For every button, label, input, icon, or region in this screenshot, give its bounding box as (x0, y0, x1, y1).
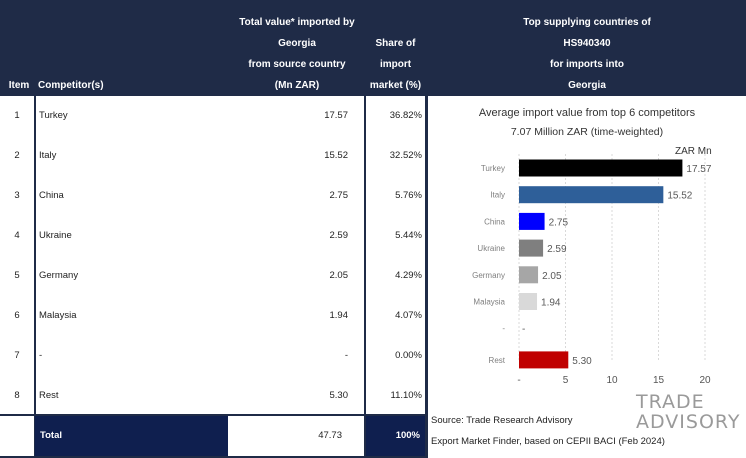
source-line-2: Export Market Finder, based on CEPII BAC… (431, 436, 665, 447)
data-label: 2.59 (547, 244, 567, 255)
row-value: 17.57 (324, 110, 348, 121)
bar-chart: - 5 10 15 20 Turkey 17.57 Italy 15.52 China 2.75 Uk… (472, 154, 712, 386)
chart-unit-label: ZAR Mn (675, 146, 712, 157)
x-tick-label: 20 (699, 375, 711, 386)
divider (34, 96, 36, 458)
row-item: 5 (14, 270, 20, 281)
total-share-cell (366, 416, 425, 456)
header-top-suppliers: Top supplying countries of HS940340 for … (428, 12, 746, 96)
x-tick-label: 10 (606, 375, 618, 386)
header-value-line: (Mn ZAR) (274, 80, 320, 91)
row-value: 2.05 (329, 270, 349, 281)
header-value: Total value* imported by Georgia from so… (228, 12, 366, 96)
chart-subtitle: 7.07 Million ZAR (time-weighted) (510, 126, 664, 138)
header-value-line: Total value* imported by (239, 17, 355, 28)
total-value: 47.73 (318, 430, 342, 441)
bar (519, 293, 538, 310)
trade-advisory-logo: TRADE ADVISORY (636, 391, 741, 433)
row-competitor: Italy (39, 150, 57, 161)
header-top-line: Georgia (568, 80, 606, 91)
total-share: 100% (395, 430, 420, 441)
row-share: 0.00% (395, 350, 422, 361)
data-label: 1.94 (541, 298, 561, 309)
bar (519, 212, 545, 230)
source-line-1: Source: Trade Research Advisory (431, 415, 573, 426)
category-label: - (502, 324, 505, 333)
data-label: 5.30 (572, 356, 592, 367)
header-item: Item (8, 80, 30, 91)
row-item: 3 (14, 190, 20, 201)
row-value: 5.30 (329, 390, 349, 401)
header-top-line: for imports into (550, 59, 624, 70)
logo-line-2: ADVISORY (636, 411, 741, 433)
bar (519, 266, 539, 284)
x-tick-label: - (517, 375, 520, 386)
header-share-line: import (379, 59, 412, 70)
header-value-line: Georgia (278, 38, 316, 49)
x-tick-label: 5 (563, 375, 569, 386)
data-label: 17.57 (686, 164, 711, 175)
row-share: 11.10% (390, 390, 422, 401)
row-competitor: - (39, 350, 43, 361)
total-label: Total (40, 430, 62, 441)
category-label: Rest (489, 356, 506, 365)
logo-line-1: TRADE (636, 391, 705, 413)
category-label: China (484, 217, 505, 226)
row-item: 6 (14, 310, 20, 321)
row-value: - (344, 350, 348, 361)
row-competitor: Germany (39, 270, 79, 281)
divider (364, 96, 366, 458)
x-tick-label: 15 (653, 375, 665, 386)
row-item: 1 (14, 110, 20, 121)
category-label: Italy (490, 191, 505, 200)
data-label: 15.52 (667, 191, 692, 202)
header-share-line: Share of (375, 38, 416, 49)
divider (0, 456, 428, 458)
row-competitor: Rest (39, 390, 59, 401)
header-value-line: from source country (248, 59, 346, 70)
row-share: 36.82% (389, 110, 422, 121)
header-top-line: Top supplying countries of (523, 17, 651, 28)
row-share: 5.76% (395, 190, 422, 201)
row-value: 2.59 (329, 230, 349, 241)
row-competitor: China (39, 190, 64, 201)
row-share: 5.44% (395, 230, 422, 241)
data-label: - (522, 324, 525, 335)
header-share: Share of import market (%) (366, 33, 425, 96)
row-item: 8 (14, 390, 20, 401)
header-share-line: market (%) (369, 80, 422, 91)
row-value: 1.94 (329, 310, 349, 321)
row-item: 7 (14, 350, 20, 361)
total-label-cell (35, 416, 228, 456)
row-share: 32.52% (389, 150, 422, 161)
chart-title: Average import value from top 6 competit… (478, 107, 696, 119)
row-item: 4 (14, 230, 20, 241)
bar (519, 239, 544, 257)
category-label: Malaysia (473, 298, 505, 307)
row-item: 2 (14, 150, 20, 161)
divider (425, 96, 428, 458)
row-competitor: Ukraine (39, 230, 72, 241)
row-competitor: Turkey (39, 110, 68, 121)
category-label: Ukraine (477, 244, 505, 253)
row-share: 4.29% (395, 270, 422, 281)
bar (519, 351, 569, 369)
table-header (0, 0, 746, 96)
bar (519, 186, 664, 204)
row-value: 2.75 (329, 190, 349, 201)
divider (0, 414, 428, 416)
row-share: 4.07% (395, 310, 422, 321)
category-label: Germany (472, 271, 505, 280)
data-label: 2.05 (542, 271, 562, 282)
category-label: Turkey (481, 164, 505, 173)
bar (519, 159, 683, 177)
data-label: 2.75 (549, 217, 569, 228)
row-value: 15.52 (324, 150, 348, 161)
row-competitor: Malaysia (39, 310, 77, 321)
header-top-line: HS940340 (563, 38, 611, 49)
header-competitor: Competitor(s) (38, 80, 104, 91)
